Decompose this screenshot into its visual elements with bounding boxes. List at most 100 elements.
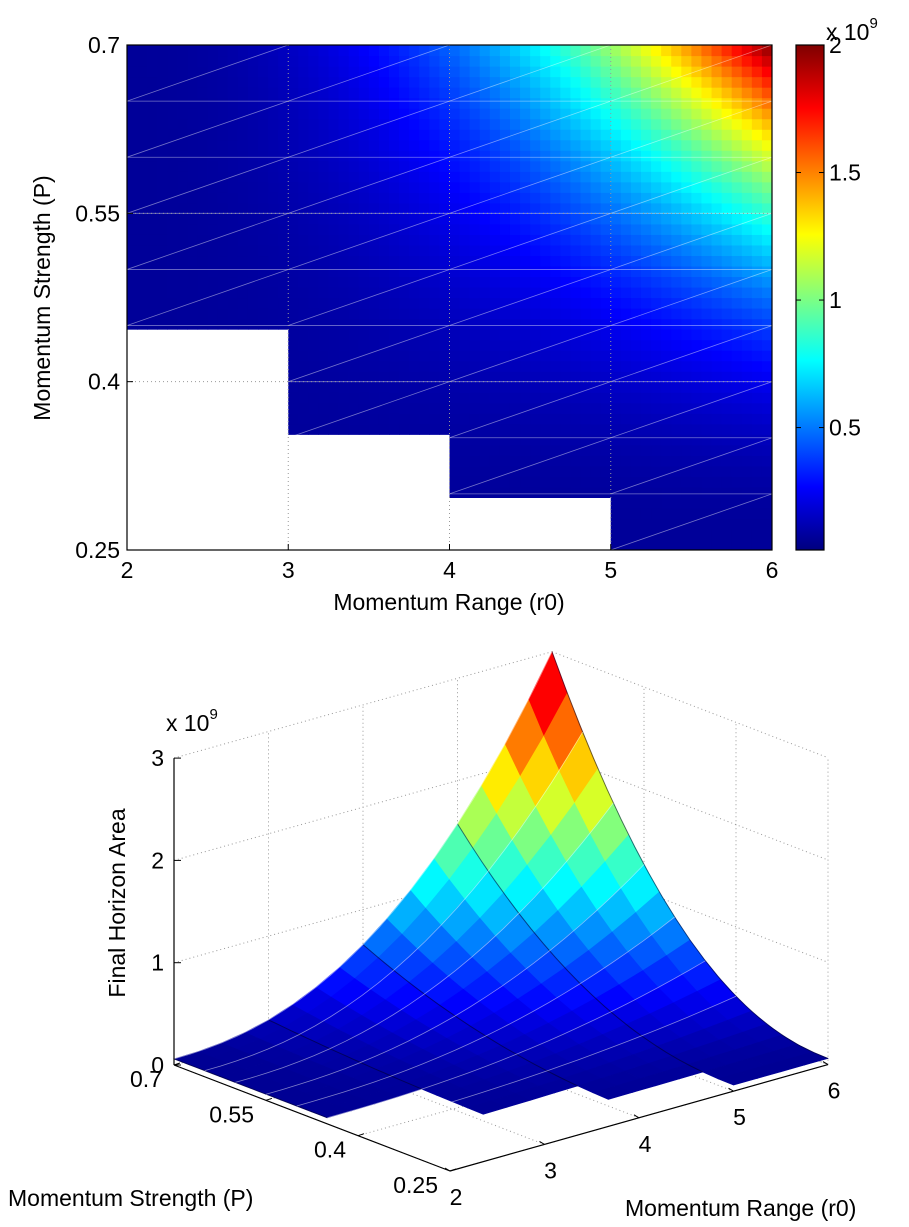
heatmap-cell xyxy=(681,423,692,435)
surface-x-tick-label: 6 xyxy=(828,1078,841,1104)
heatmap-cell xyxy=(439,213,451,225)
heatmap-cell xyxy=(691,339,703,351)
heatmap-cell xyxy=(469,308,481,320)
heatmap-mesh-diagonal xyxy=(449,45,611,102)
heatmap-cell xyxy=(479,213,491,225)
heatmap-cell xyxy=(701,286,713,299)
heatmap-cell xyxy=(298,45,310,57)
heatmap-cell xyxy=(147,171,158,183)
heatmap-cell xyxy=(469,276,481,288)
heatmap-cell xyxy=(479,129,491,141)
heatmap-cell xyxy=(358,402,370,414)
heatmap-cell xyxy=(278,171,289,183)
heatmap-cell xyxy=(207,139,219,151)
heatmap-cell xyxy=(419,192,430,204)
heatmap-cell xyxy=(570,139,582,151)
heatmap-cell xyxy=(449,118,461,130)
heatmap-cell xyxy=(479,97,491,109)
heatmap-cell xyxy=(429,350,441,362)
heatmap-cell xyxy=(489,350,501,362)
heatmap-cell xyxy=(459,139,471,151)
heatmap-cell xyxy=(751,76,763,88)
heatmap-cell xyxy=(711,329,723,341)
heatmap-cell xyxy=(721,276,733,288)
heatmap-cell xyxy=(348,160,360,172)
heatmap-cell xyxy=(499,318,511,330)
heatmap-cell xyxy=(237,129,249,141)
heatmap-cell xyxy=(358,318,370,330)
surface-y-axis-label: Momentum Strength (P) xyxy=(8,1185,253,1211)
heatmap-cell xyxy=(318,381,330,393)
heatmap-cell xyxy=(731,539,743,550)
heatmap-cell xyxy=(318,150,330,162)
heatmap-cell xyxy=(509,423,521,435)
heatmap-cell xyxy=(449,255,461,267)
heatmap-cell xyxy=(701,350,713,362)
heatmap-cell xyxy=(590,171,602,183)
heatmap-cell xyxy=(560,455,572,467)
heatmap-cell xyxy=(761,265,772,278)
heatmap-cell xyxy=(247,139,259,151)
surface-patch xyxy=(717,1071,759,1086)
heatmap-cell xyxy=(399,223,410,235)
heatmap-cell xyxy=(640,360,652,372)
heatmap-cell xyxy=(308,265,320,278)
heatmap-cell xyxy=(409,150,420,162)
heatmap-cell xyxy=(661,45,672,57)
heatmap-cell xyxy=(318,97,330,109)
heatmap-cell xyxy=(590,413,602,425)
heatmap-cell xyxy=(560,465,572,477)
heatmap-cell xyxy=(207,181,219,193)
heatmap-cell xyxy=(258,55,269,67)
heatmap-cell xyxy=(207,265,219,278)
heatmap-cell xyxy=(328,392,340,404)
heatmap-cell xyxy=(620,434,632,446)
heatmap-mesh-diagonal xyxy=(610,45,772,102)
heatmap-cell xyxy=(137,286,148,299)
heatmap-cell xyxy=(590,202,602,214)
heatmap-cell xyxy=(701,455,713,467)
heatmap-cell xyxy=(711,139,723,151)
heatmap-cell xyxy=(681,381,692,393)
heatmap-cell xyxy=(308,150,320,162)
heatmap-cell xyxy=(640,118,652,130)
heatmap-cell xyxy=(550,244,561,257)
heatmap-cell xyxy=(378,87,390,99)
heatmap-cell xyxy=(469,213,481,225)
heatmap-cell xyxy=(580,392,592,404)
heatmap-cell xyxy=(661,171,672,183)
heatmap-cell xyxy=(268,297,279,309)
heatmap-cell xyxy=(358,171,370,183)
heatmap-cell xyxy=(308,381,320,393)
heatmap-mesh-diagonal xyxy=(610,493,772,550)
heatmap-cell xyxy=(338,381,350,393)
heatmap-cell xyxy=(358,213,370,225)
heatmap-cell xyxy=(671,371,682,383)
heatmap-cell xyxy=(318,244,330,257)
heatmap-cell xyxy=(469,402,481,414)
heatmap-cell xyxy=(288,339,299,351)
heatmap-cell xyxy=(520,413,531,425)
heatmap-cell xyxy=(661,318,672,330)
heatmap-cell xyxy=(620,286,632,299)
heatmap-cell xyxy=(187,97,199,109)
heatmap-cell xyxy=(681,223,692,235)
heatmap-cell xyxy=(590,360,602,372)
heatmap-cell xyxy=(419,329,430,341)
surface-patch xyxy=(592,1085,633,1100)
heatmap-cell xyxy=(520,265,531,278)
heatmap-cell xyxy=(499,202,511,214)
heatmap-cell xyxy=(711,118,723,130)
heatmap-cell xyxy=(761,244,772,257)
heatmap-cell xyxy=(429,286,441,299)
heatmap-cell xyxy=(751,150,763,162)
heatmap-cell xyxy=(560,308,572,320)
heatmap-cell xyxy=(721,360,733,372)
heatmap-cell xyxy=(651,423,662,435)
heatmap-cell xyxy=(721,381,733,393)
heatmap-cell xyxy=(278,139,289,151)
heatmap-cell xyxy=(288,297,299,309)
heatmap-cell xyxy=(227,265,239,278)
heatmap-cell xyxy=(338,129,350,141)
heatmap-cell xyxy=(651,318,662,330)
